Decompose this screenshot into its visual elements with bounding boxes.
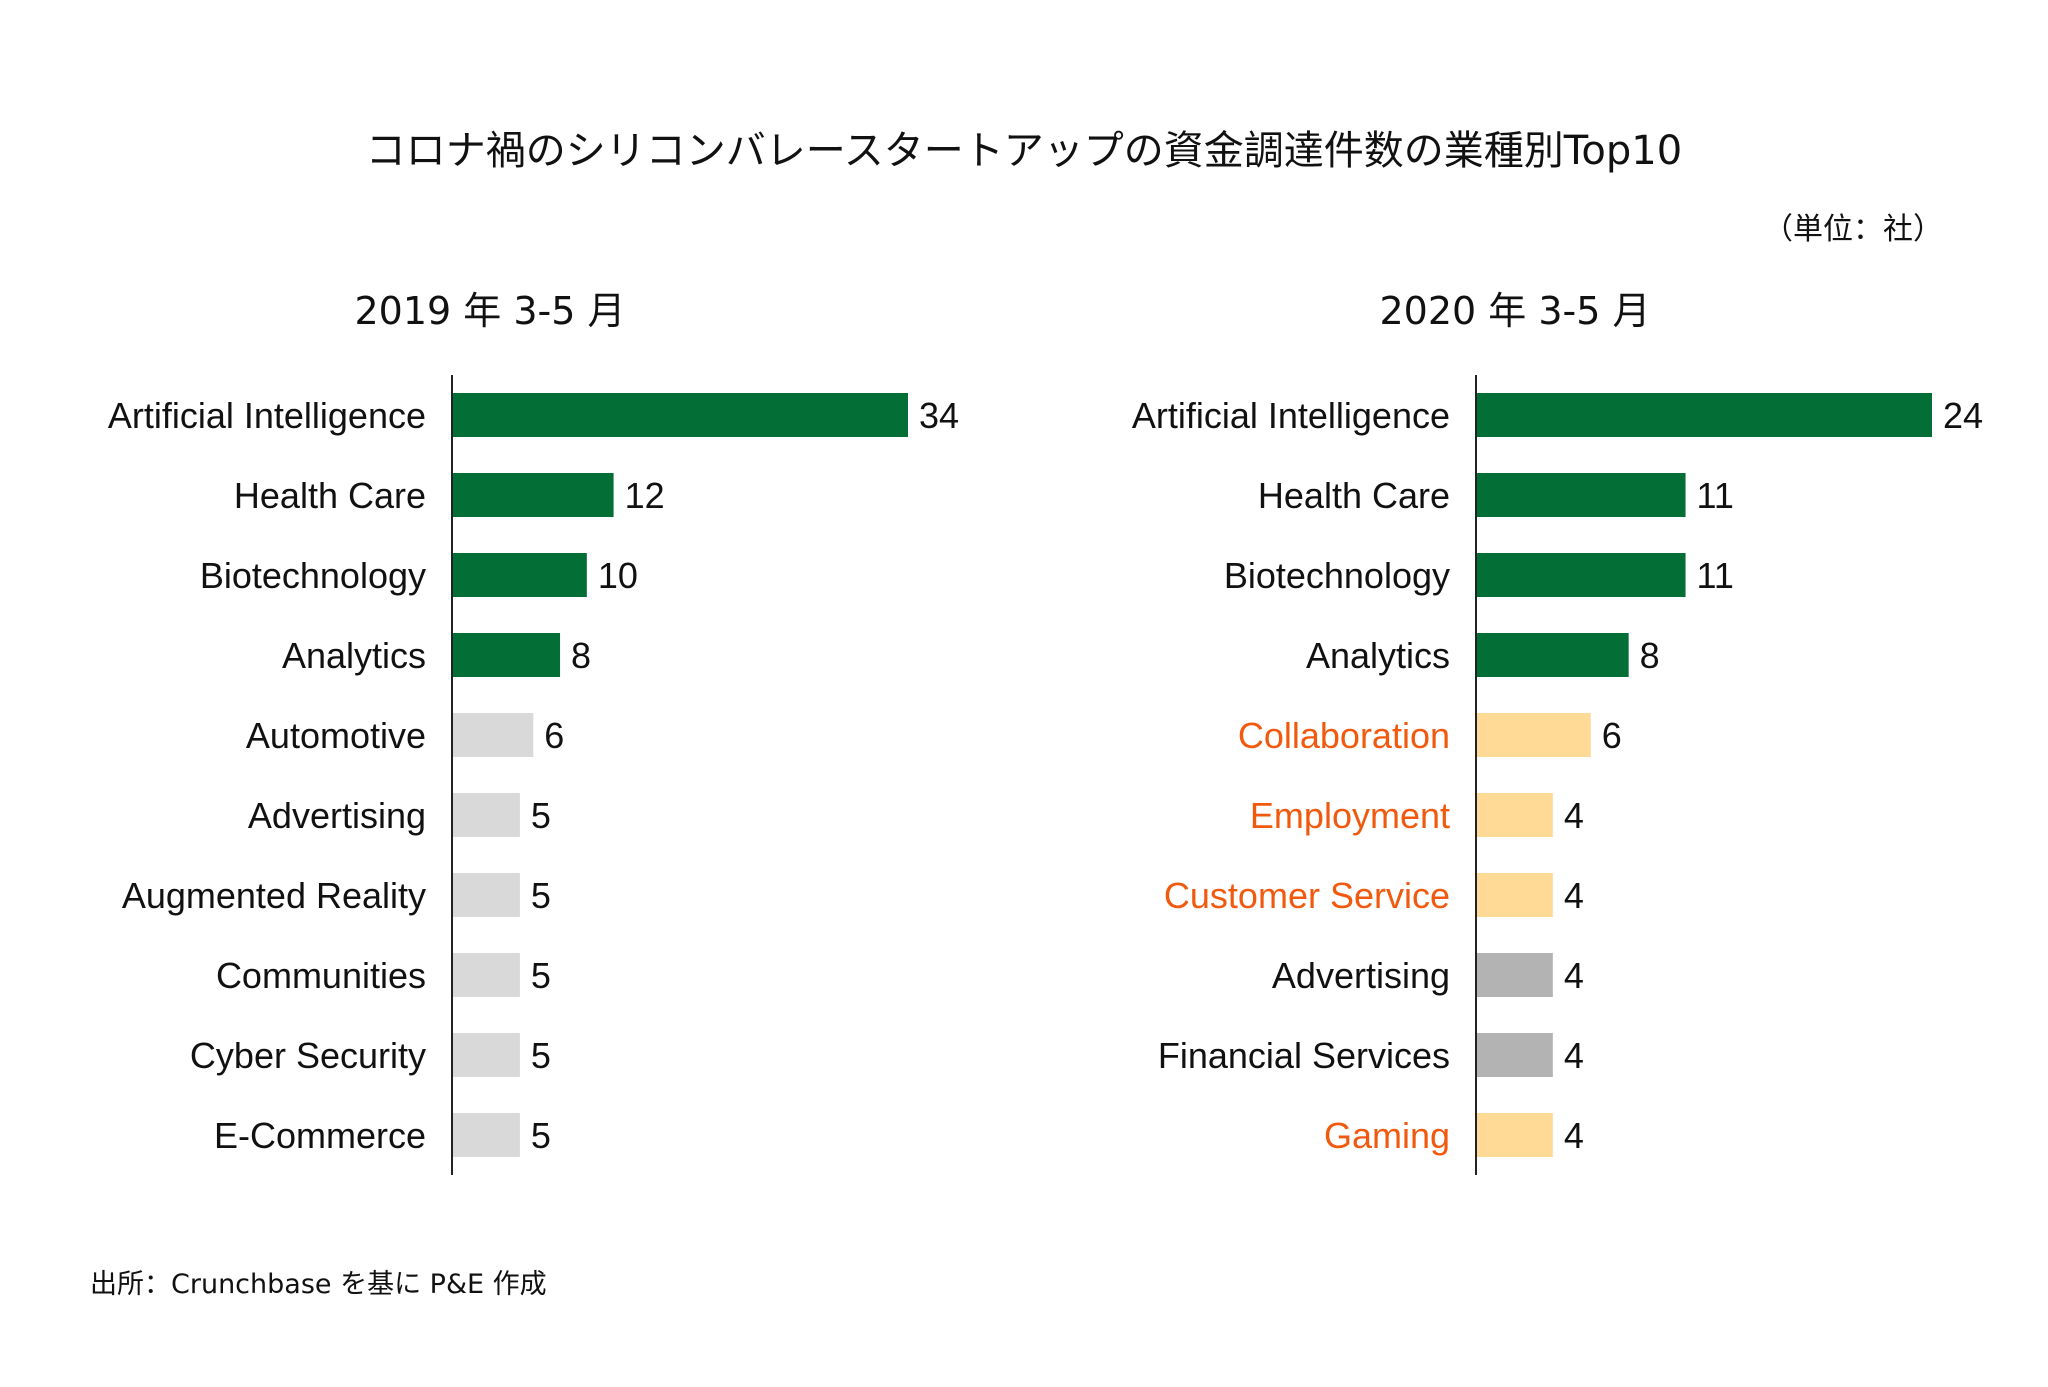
value-label: 5 — [531, 1115, 551, 1156]
category-label: Health Care — [234, 475, 426, 516]
chart-title: コロナ禍のシリコンバレースタートアップの資金調達件数の業種別Top10 — [365, 128, 1683, 174]
value-label: 24 — [1943, 395, 1983, 436]
category-label: Employment — [1250, 795, 1450, 836]
value-label: 4 — [1564, 875, 1584, 916]
value-label: 12 — [625, 475, 665, 516]
bar — [453, 393, 908, 437]
value-label: 11 — [1697, 475, 1734, 516]
value-label: 4 — [1564, 795, 1584, 836]
bar — [1477, 713, 1591, 757]
category-label: Health Care — [1258, 475, 1450, 516]
value-label: 6 — [1602, 715, 1622, 756]
bar — [1477, 633, 1629, 677]
category-label: Artificial Intelligence — [108, 395, 426, 436]
bar — [453, 553, 587, 597]
category-label: Automotive — [246, 715, 426, 756]
value-label: 11 — [1697, 555, 1734, 596]
bar — [1477, 953, 1553, 997]
value-label: 34 — [919, 395, 959, 436]
bar — [1477, 393, 1932, 437]
category-label: Analytics — [282, 635, 426, 676]
value-label: 5 — [531, 955, 551, 996]
category-label: Artificial Intelligence — [1132, 395, 1450, 436]
bar — [1477, 1113, 1553, 1157]
value-label: 6 — [544, 715, 564, 756]
category-label: Communities — [216, 955, 426, 996]
value-label: 4 — [1564, 955, 1584, 996]
bar — [453, 1033, 520, 1077]
value-label: 10 — [598, 555, 638, 596]
value-label: 5 — [531, 1035, 551, 1076]
bar-chart-2019: Artificial Intelligence 34 Health Care 12 Bi… — [108, 375, 959, 1175]
category-label: Biotechnology — [1224, 555, 1450, 596]
bar — [453, 873, 520, 917]
category-label: Advertising — [248, 795, 426, 836]
value-label: 5 — [531, 795, 551, 836]
category-label: Analytics — [1306, 635, 1450, 676]
bar-chart-2020: Artificial Intelligence 24 Health Care 11 Bi… — [1132, 375, 1983, 1175]
bar — [1477, 873, 1553, 917]
category-label: Financial Services — [1158, 1035, 1450, 1076]
value-label: 4 — [1564, 1035, 1584, 1076]
subtitle-2019: 2019 年 3-5 月 — [354, 289, 626, 333]
value-label: 5 — [531, 875, 551, 916]
category-label: Biotechnology — [200, 555, 426, 596]
bar — [453, 793, 520, 837]
bar — [453, 713, 534, 757]
category-label: Advertising — [1272, 955, 1450, 996]
source-note: 出所：Crunchbase を基に P&E 作成 — [90, 1269, 547, 1300]
subtitle-2020: 2020 年 3-5 月 — [1379, 289, 1651, 333]
unit-label: （単位：社） — [1763, 212, 1943, 247]
value-label: 4 — [1564, 1115, 1584, 1156]
category-label: E-Commerce — [214, 1115, 426, 1156]
bar — [1477, 553, 1686, 597]
bar — [453, 1113, 520, 1157]
category-label: Cyber Security — [190, 1035, 426, 1076]
bar — [453, 953, 520, 997]
bar — [453, 473, 614, 517]
bar — [1477, 793, 1553, 837]
bar — [1477, 473, 1686, 517]
category-label: Gaming — [1324, 1115, 1450, 1156]
value-label: 8 — [1640, 635, 1660, 676]
category-label: Augmented Reality — [122, 875, 426, 916]
category-label: Customer Service — [1164, 875, 1450, 916]
category-label: Collaboration — [1238, 715, 1450, 756]
bar — [1477, 1033, 1553, 1077]
value-label: 8 — [571, 635, 591, 676]
bar — [453, 633, 561, 677]
